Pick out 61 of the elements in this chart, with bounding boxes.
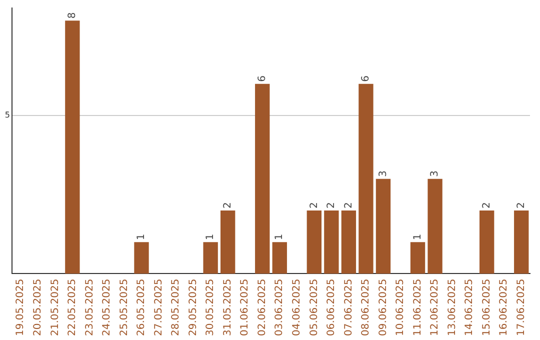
x-tick-label: 17.06.2025 (516, 278, 527, 336)
x-tick-label: 01.06.2025 (240, 278, 251, 336)
data-label: 8 (67, 12, 78, 19)
bar (514, 210, 529, 274)
x-tick-label: 11.06.2025 (412, 278, 424, 336)
bar (479, 210, 494, 274)
bar (220, 210, 236, 274)
bar (428, 178, 442, 274)
x-tick-label: 13.06.2025 (446, 278, 458, 336)
data-label: 1 (136, 234, 148, 240)
data-label: 6 (360, 76, 372, 82)
data-label: 2 (326, 202, 338, 208)
bar (134, 242, 149, 274)
x-tick-label: 19.05.2025 (15, 278, 26, 336)
data-label: 1 (412, 234, 424, 240)
x-tick-label: 07.06.2025 (343, 278, 354, 336)
x-tick-label: 27.05.2025 (153, 278, 164, 336)
x-tick-label: 05.06.2025 (308, 278, 320, 336)
data-label: 2 (343, 202, 354, 208)
x-tick-label: 26.05.2025 (136, 278, 148, 336)
bar (255, 84, 270, 274)
x-tick-label: 23.05.2025 (84, 278, 96, 336)
x-tick-label: 08.06.2025 (360, 278, 372, 336)
bar (272, 242, 287, 274)
y-tick-label: 5 (4, 110, 10, 120)
data-label: 2 (222, 202, 234, 208)
data-label: 1 (274, 234, 286, 240)
x-tick-label: 30.05.2025 (205, 278, 216, 336)
bar (65, 20, 80, 274)
x-tick-label: 22.05.2025 (67, 278, 78, 336)
bar (324, 210, 339, 274)
x-tick-label: 28.05.2025 (170, 278, 182, 336)
x-tick-label: 06.06.2025 (326, 278, 338, 336)
bar (306, 210, 322, 274)
bar (376, 178, 391, 274)
x-tick-label: 15.06.2025 (481, 278, 492, 336)
x-tick-label: 21.05.2025 (50, 278, 61, 336)
data-label: 3 (430, 170, 441, 177)
x-tick-label: 04.06.2025 (291, 278, 302, 336)
data-label: 2 (481, 202, 492, 208)
data-label: 1 (205, 234, 216, 240)
data-label: 6 (256, 76, 268, 82)
x-tick-label: 25.05.2025 (118, 278, 130, 336)
x-tick-label: 14.06.2025 (464, 278, 476, 336)
bar (341, 210, 356, 274)
x-tick-label: 10.06.2025 (395, 278, 406, 336)
bar (203, 242, 218, 274)
x-tick-label: 16.06.2025 (498, 278, 510, 336)
data-label: 2 (516, 202, 527, 208)
bar (410, 242, 426, 274)
x-tick-label: 02.06.2025 (256, 278, 268, 336)
x-tick-label: 31.05.2025 (222, 278, 234, 336)
x-tick-label: 20.05.2025 (32, 278, 44, 336)
bar (358, 84, 374, 274)
x-tick-label: 24.05.2025 (102, 278, 113, 336)
x-tick-label: 03.06.2025 (274, 278, 286, 336)
x-tick-label: 29.05.2025 (188, 278, 199, 336)
x-tick-label: 12.06.2025 (430, 278, 441, 336)
data-label: 2 (308, 202, 320, 208)
x-tick-label: 09.06.2025 (378, 278, 389, 336)
data-label: 3 (378, 170, 389, 177)
